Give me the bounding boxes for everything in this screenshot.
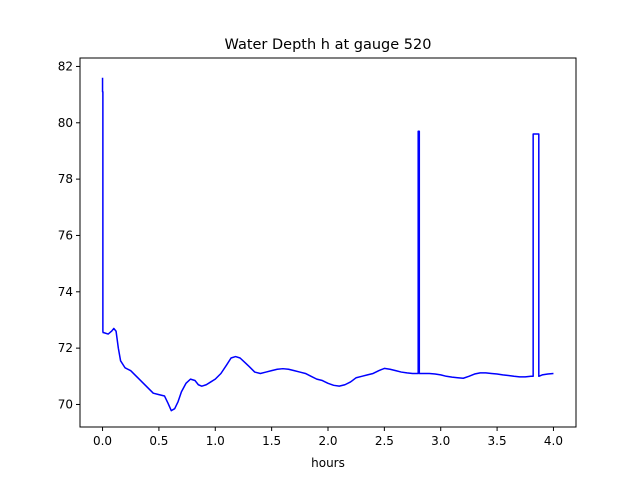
- y-tick-label: 74: [58, 285, 73, 299]
- y-tick-label: 82: [58, 59, 73, 73]
- x-tick-label: 0.0: [93, 434, 112, 448]
- x-tick-label: 0.5: [149, 434, 168, 448]
- series-line-water-depth: [101, 77, 554, 412]
- y-tick-label: 80: [58, 116, 73, 130]
- x-tick-label: 1.5: [262, 434, 281, 448]
- x-tick-label: 2.5: [375, 434, 394, 448]
- x-axis: 0.0 0.5 1.0 1.5 2.0 2.5 3.0 3.5 4.0: [93, 427, 563, 448]
- y-tick-label: 72: [58, 341, 73, 355]
- x-tick-label: 1.0: [206, 434, 225, 448]
- x-tick-label: 2.0: [318, 434, 337, 448]
- x-axis-label: hours: [311, 456, 345, 470]
- y-tick-label: 78: [58, 172, 73, 186]
- x-tick-label: 3.0: [431, 434, 450, 448]
- y-axis: 70 72 74 76 78 80 82: [58, 59, 80, 411]
- y-tick-label: 76: [58, 228, 73, 242]
- chart-title: Water Depth h at gauge 520: [225, 37, 432, 53]
- x-tick-label: 3.5: [488, 434, 507, 448]
- x-tick-label: 4.0: [544, 434, 563, 448]
- y-tick-label: 70: [58, 397, 73, 411]
